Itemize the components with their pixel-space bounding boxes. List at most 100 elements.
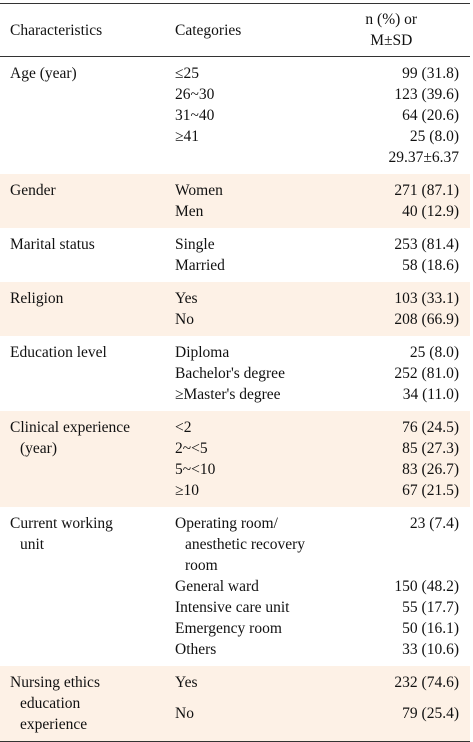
- category-cell: Diploma: [175, 336, 323, 363]
- category: 5~<10: [175, 461, 216, 478]
- category-cell: Intensive care unit: [175, 597, 323, 618]
- value-cell: 29.37±6.37: [323, 147, 471, 174]
- row: ≥10 67 (21.5): [0, 480, 470, 507]
- value: 85 (27.3): [402, 440, 459, 457]
- category: Diploma: [175, 344, 230, 361]
- value-cell: 208 (66.9): [322, 309, 470, 336]
- row: Religion Yes 103 (33.1): [0, 282, 470, 336]
- value: 67 (21.5): [402, 482, 459, 499]
- row: 5~<10 83 (26.7): [0, 459, 470, 480]
- characteristic-cell: Age (year): [0, 57, 175, 175]
- category-cell: [175, 147, 323, 174]
- group: Education level Diploma 25 (8.0) Bachelor's…: [0, 336, 470, 411]
- group: Gender Women 271 (87.1) Men 40 (12.9): [0, 174, 470, 228]
- category-cell: Women: [175, 174, 323, 201]
- value: 253 (81.4): [394, 236, 459, 253]
- characteristic-cell: Gender: [0, 174, 175, 228]
- category: 2~<5: [175, 440, 208, 457]
- page: Characteristics Categories n (%) or M±SD…: [0, 3, 473, 742]
- value: 83 (26.7): [402, 461, 459, 478]
- category: ≤25: [175, 65, 200, 82]
- characteristic: Clinical experience: [10, 419, 131, 436]
- value: 25 (8.0): [409, 128, 459, 145]
- category-cell: 2~<5: [175, 438, 323, 459]
- category-cell: 31~40: [175, 105, 323, 126]
- characteristics-table: Characteristics Categories n (%) or M±SD…: [0, 3, 470, 742]
- value-cell: 253 (81.4): [323, 228, 471, 255]
- value-cell: 123 (39.6): [323, 84, 471, 105]
- row: Current working unit Operating room/anesth…: [0, 507, 470, 576]
- category-cell: ≥41: [175, 126, 323, 147]
- category: 26~30: [175, 86, 215, 103]
- category: General ward: [175, 578, 259, 595]
- value: 208 (66.9): [394, 311, 459, 328]
- group: Marital status Single 253 (81.4) Married 58 …: [0, 228, 470, 282]
- value: 123 (39.6): [394, 86, 459, 103]
- group: Age (year) ≤25 99 (31.8) 26~30 123 (39.6) 31~…: [0, 57, 470, 175]
- category: Yes: [175, 674, 198, 691]
- category-cell: ≥Master's degree: [175, 384, 323, 411]
- group: Clinical experience (year) <2 76 (24.5) 2~<5…: [0, 411, 470, 507]
- row: Nursing ethics education experience Yes 232 …: [0, 666, 470, 742]
- value: 103 (33.1): [394, 290, 459, 307]
- value: 58 (18.6): [402, 257, 459, 274]
- row: Men 40 (12.9): [0, 201, 470, 228]
- header-line: n (%) or: [365, 11, 418, 28]
- characteristic: unit: [20, 536, 45, 553]
- characteristic: Nursing ethics: [10, 674, 100, 691]
- category: No: [175, 705, 194, 723]
- category: Others: [175, 641, 217, 658]
- characteristic-cell: Religion: [0, 282, 175, 336]
- value: 25 (8.0): [409, 344, 459, 361]
- value-cell: 99 (31.8): [323, 57, 471, 85]
- row: Marital status Single 253 (81.4): [0, 228, 470, 255]
- value-cell: 33 (10.6): [323, 639, 471, 666]
- category-cell: Single: [175, 228, 323, 255]
- category-cell: No: [175, 703, 323, 742]
- row: 2~<5 85 (27.3): [0, 438, 470, 459]
- characteristic-cell: Current working unit: [0, 507, 175, 666]
- row: Intensive care unit 55 (17.7): [0, 597, 470, 618]
- value-cell: 25 (8.0): [323, 126, 471, 147]
- group: Current working unit Operating room/anesth…: [0, 507, 470, 666]
- category-cell: Married: [175, 255, 323, 282]
- value-cell: 40 (12.9): [322, 201, 470, 228]
- category: ≥41: [175, 128, 200, 145]
- value-cell: 85 (27.3): [322, 438, 470, 459]
- category: Men: [175, 203, 204, 220]
- row: Bachelor's degree 252 (81.0): [0, 363, 470, 384]
- value: 79 (25.4): [402, 705, 459, 723]
- value: 40 (12.9): [402, 203, 459, 220]
- category: Married: [175, 257, 225, 274]
- value-cell: 150 (48.2): [323, 576, 471, 597]
- characteristic-cell: Clinical experience (year): [0, 411, 175, 507]
- value-cell: 34 (11.0): [323, 384, 471, 411]
- category: 31~40: [175, 107, 215, 124]
- category: Yes: [175, 290, 198, 307]
- category: Intensive care unit: [175, 599, 290, 616]
- category: Emergency room: [175, 620, 282, 637]
- value-cell: 58 (18.6): [323, 255, 471, 282]
- value-cell: 25 (8.0): [323, 336, 471, 363]
- row: Married 58 (18.6): [0, 255, 470, 282]
- category-cell: General ward: [175, 576, 323, 597]
- row: General ward 150 (48.2): [0, 576, 470, 597]
- category-cell: Bachelor's degree: [175, 363, 323, 384]
- category: anesthetic recovery room: [185, 536, 306, 574]
- row: Education level Diploma 25 (8.0): [0, 336, 470, 363]
- value-cell: 232 (74.6): [322, 666, 470, 704]
- row: 29.37±6.37: [0, 147, 470, 174]
- value: 64 (20.6): [402, 107, 459, 124]
- characteristic: (year): [20, 440, 57, 457]
- category: Bachelor's degree: [175, 365, 285, 382]
- value-cell: 55 (17.7): [323, 597, 471, 618]
- header-cell: Categories: [175, 3, 323, 57]
- header-line: M±SD: [370, 32, 413, 49]
- value: 252 (81.0): [394, 365, 459, 382]
- value-cell: 79 (25.4): [322, 703, 470, 742]
- category-cell: <2: [175, 411, 323, 438]
- category-cell: Yes: [175, 666, 323, 704]
- value-cell: 64 (20.6): [323, 105, 471, 126]
- value: 232 (74.6): [394, 674, 459, 691]
- value-cell: 103 (33.1): [322, 282, 470, 309]
